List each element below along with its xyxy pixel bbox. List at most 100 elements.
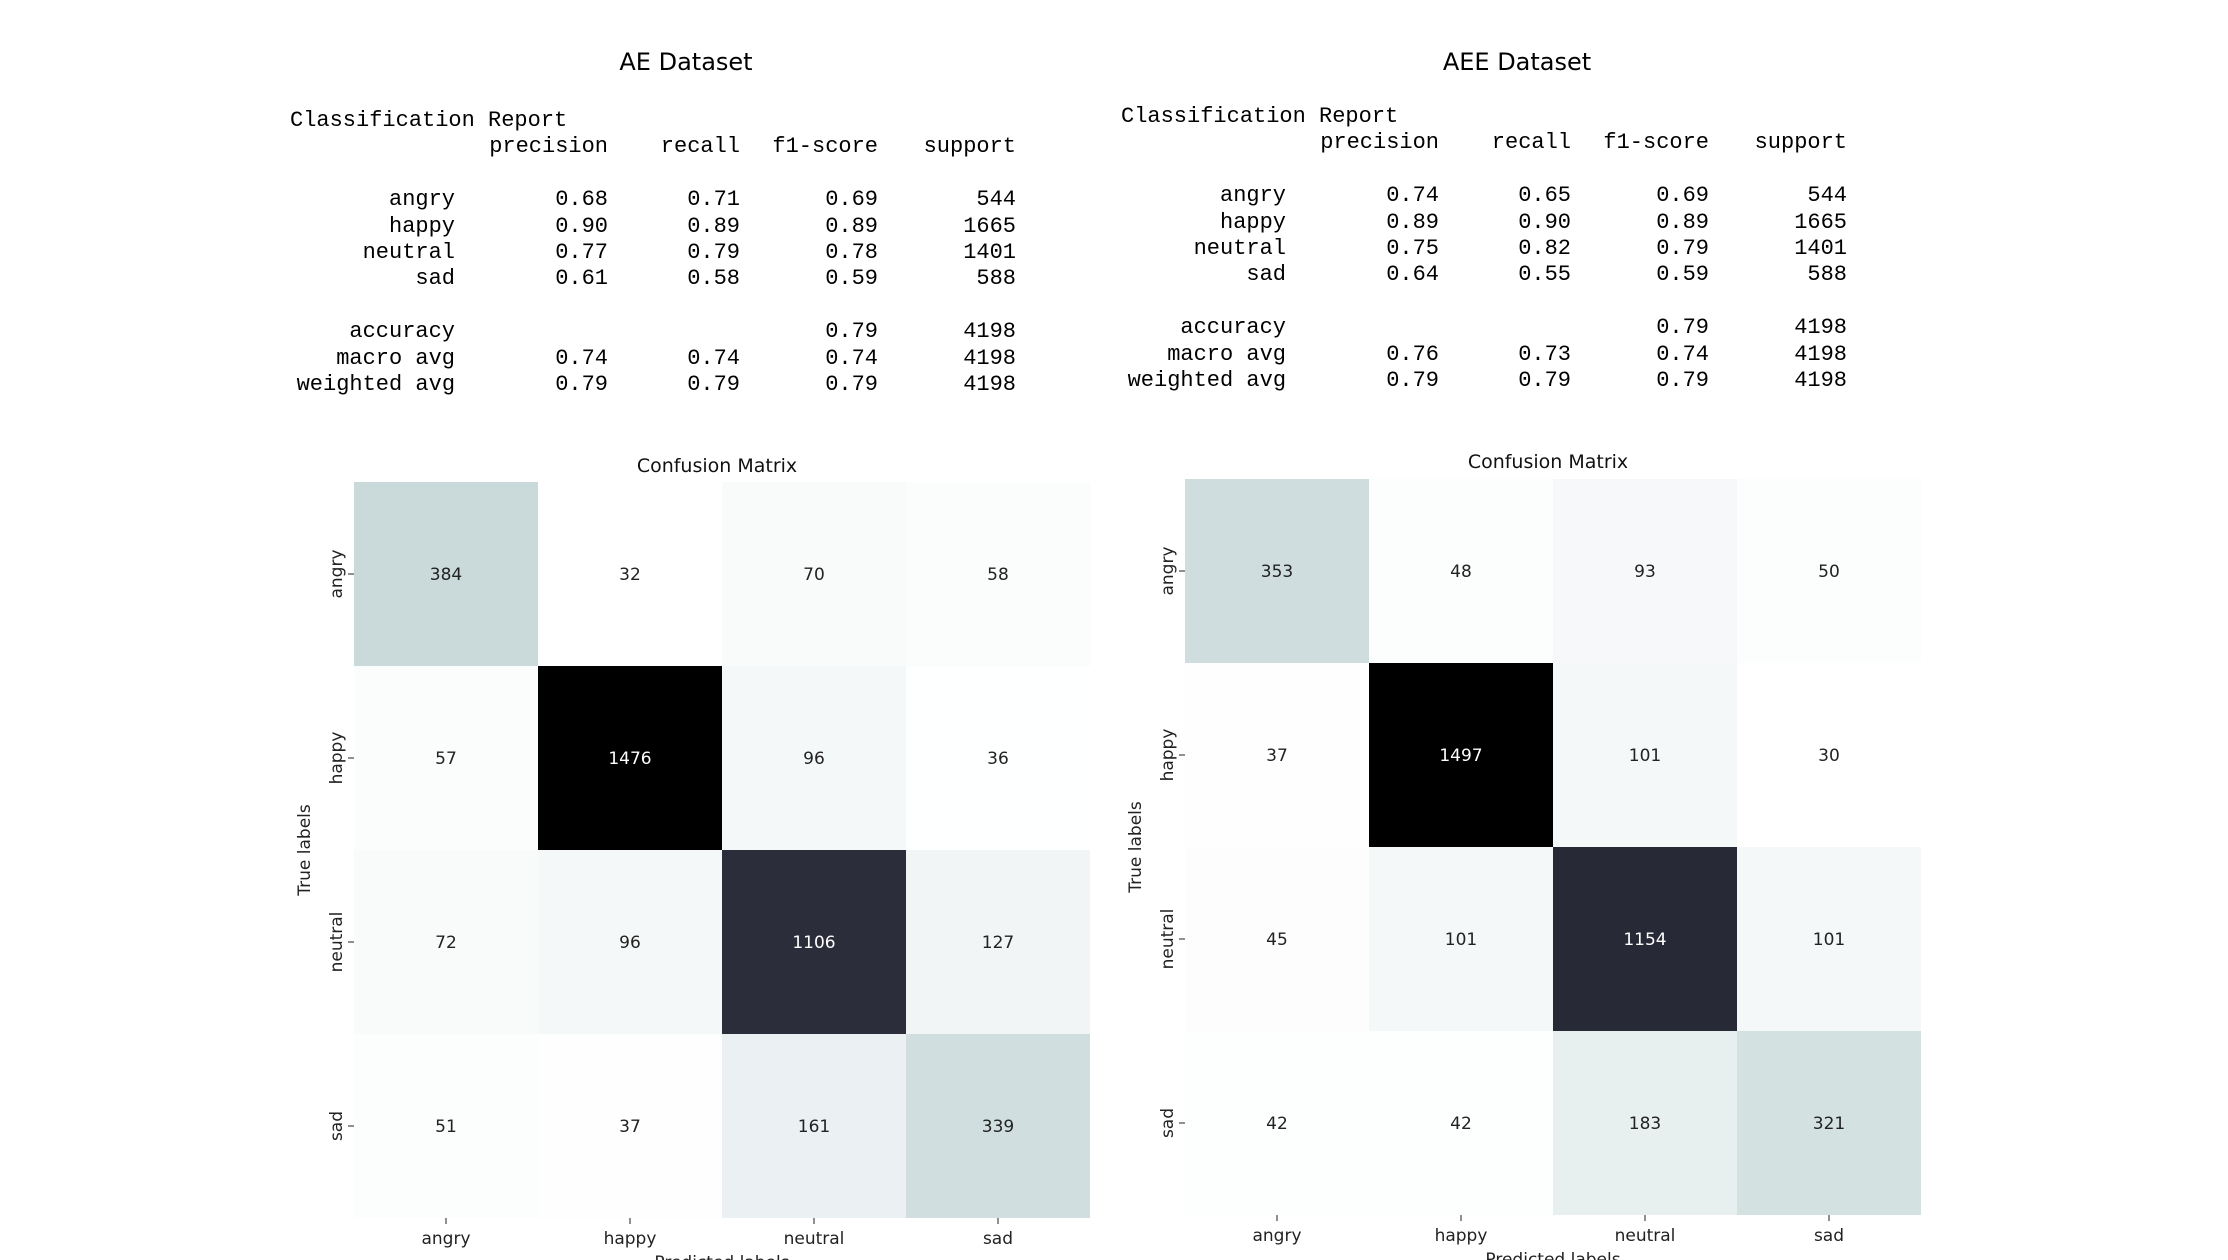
report-value: 4198	[963, 345, 1016, 371]
cell-value: 339	[982, 1117, 1014, 1137]
cell-value: 321	[1813, 1114, 1845, 1134]
report-value: 0.79	[687, 372, 740, 397]
heatmap-cell	[538, 666, 722, 850]
report-value: 588	[1807, 262, 1847, 288]
report-value: 0.76	[1386, 341, 1439, 367]
dataset-title: AEE Dataset	[1442, 48, 1592, 76]
report-value: 1401	[1794, 236, 1847, 261]
report-column-header: support	[923, 134, 1017, 160]
heatmap-cell	[354, 666, 538, 850]
heatmap-cell	[1737, 663, 1921, 847]
cell-value: 1476	[608, 749, 651, 769]
confusion-matrix-heatmap: 353 48 93 50 37 1497 101 30 45 101 1154 101 42 42 183 3…	[1126, 479, 1921, 1260]
cell-value: 72	[435, 933, 457, 953]
x-axis-label: Predicted labels	[1485, 1250, 1620, 1260]
cell-value: 96	[803, 749, 825, 769]
y-tick-label: neutral	[1158, 909, 1178, 970]
heatmap-cell	[906, 666, 1090, 850]
report-value: 0.74	[1656, 341, 1709, 367]
report-value: 0.78	[825, 240, 878, 265]
y-axis-label: True labels	[1126, 801, 1146, 894]
report-row-label: macro avg	[336, 345, 456, 371]
report-value: 0.79	[825, 319, 878, 345]
report-value: 4198	[963, 372, 1016, 397]
x-tick-label: happy	[1435, 1226, 1488, 1246]
report-value: 1665	[1794, 209, 1847, 235]
x-tick-label: happy	[604, 1229, 657, 1249]
report-row-label: sad	[415, 266, 455, 292]
confusion-matrix-title: Confusion Matrix	[636, 455, 798, 477]
cell-value: 1154	[1623, 930, 1666, 950]
y-tick-label: happy	[1158, 729, 1178, 782]
report-value: 0.90	[555, 213, 608, 239]
heatmap-cell	[1185, 663, 1369, 847]
x-tick-label: angry	[421, 1229, 470, 1249]
report-column-header: recall	[660, 134, 741, 160]
cell-value: 42	[1450, 1114, 1472, 1134]
report-value: 0.71	[687, 187, 740, 213]
cell-value: 58	[987, 565, 1009, 585]
report-row-label: happy	[1220, 209, 1287, 235]
report-value: 0.89	[825, 213, 878, 239]
report-value: 0.79	[825, 372, 878, 397]
report-value: 0.69	[1656, 183, 1709, 209]
heatmap-cell	[1553, 1031, 1737, 1215]
report-value: 0.79	[1656, 236, 1709, 261]
report-row-label: angry	[389, 187, 456, 213]
cell-value: 36	[987, 749, 1009, 769]
report-row-label: weighted avg	[1127, 368, 1287, 393]
heatmap-cell	[538, 850, 722, 1034]
x-axis-label: Predicted labels	[654, 1253, 789, 1260]
report-row-label: weighted avg	[296, 372, 456, 397]
report-row-label: sad	[1246, 262, 1286, 288]
heatmap-cell	[722, 1034, 906, 1218]
heatmap-cell	[354, 482, 538, 666]
report-row-label: happy	[389, 213, 456, 239]
cell-value: 70	[803, 565, 825, 585]
x-tick-label: sad	[983, 1229, 1013, 1249]
report-value: 0.75	[1386, 236, 1439, 261]
report-row-label: neutral	[1193, 236, 1287, 261]
report-value: 0.58	[687, 266, 740, 292]
report-value: 0.90	[1518, 209, 1571, 235]
report-value: 4198	[1794, 341, 1847, 367]
x-tick-label: angry	[1252, 1226, 1301, 1246]
heatmap-cell	[1185, 1031, 1369, 1215]
report-value: 4198	[1794, 368, 1847, 393]
heatmap-cell	[722, 850, 906, 1034]
report-value: 0.79	[555, 372, 608, 397]
cell-value: 51	[435, 1117, 457, 1137]
report-value: 544	[1807, 183, 1847, 209]
heatmap-cell	[1737, 847, 1921, 1031]
cell-value: 32	[619, 565, 641, 585]
heatmap-cell	[354, 850, 538, 1034]
heatmap-cell	[1553, 847, 1737, 1031]
report-value: 544	[976, 187, 1016, 213]
dataset-title: AE Dataset	[619, 48, 753, 76]
report-value: 0.89	[1656, 209, 1709, 235]
report-value: 0.74	[555, 345, 608, 371]
cell-value: 50	[1818, 562, 1840, 582]
report-value: 1401	[963, 240, 1016, 265]
cell-value: 101	[1813, 930, 1845, 950]
y-tick-label: sad	[327, 1111, 347, 1141]
report-row-label: neutral	[362, 240, 456, 265]
heatmap-cell	[722, 666, 906, 850]
report-value: 0.79	[1656, 315, 1709, 341]
confusion-matrix-title: Confusion Matrix	[1467, 451, 1629, 473]
heatmap-cell	[1737, 1031, 1921, 1215]
report-value: 0.74	[687, 345, 740, 371]
heatmap-cell	[538, 482, 722, 666]
y-tick-label: angry	[1158, 546, 1178, 595]
cell-value: 127	[982, 933, 1014, 953]
cell-value: 161	[798, 1117, 830, 1137]
heatmap-cell	[1369, 663, 1553, 847]
heatmap-cell	[1553, 663, 1737, 847]
report-value: 0.59	[1656, 262, 1709, 288]
report-value: 0.74	[825, 345, 878, 371]
cell-value: 37	[1266, 746, 1288, 766]
report-value: 0.65	[1518, 183, 1571, 209]
report-row-label: accuracy	[1180, 315, 1287, 341]
report-title: Classification Report	[290, 108, 568, 133]
cell-value: 1497	[1439, 746, 1482, 766]
